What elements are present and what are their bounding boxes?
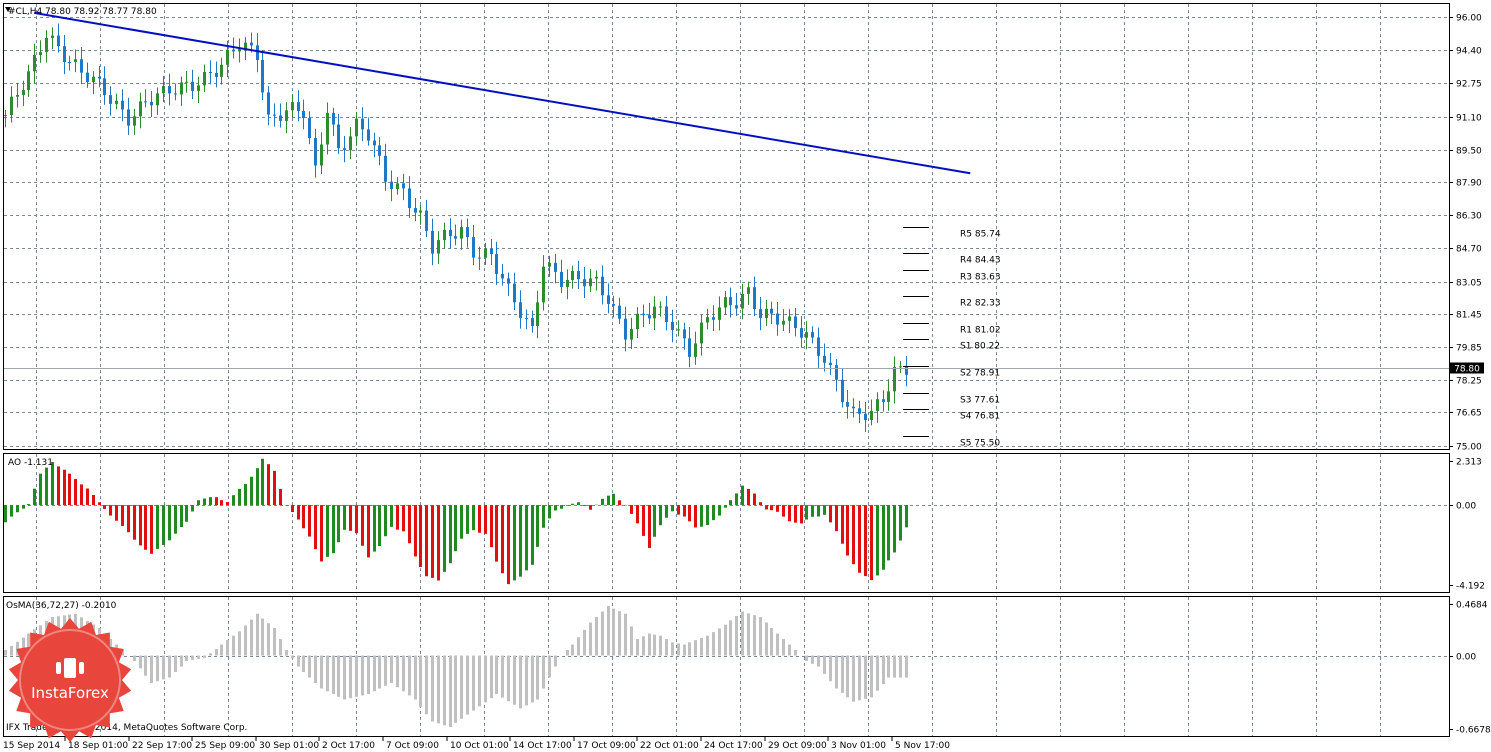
logo-emblem-icon [56,658,84,678]
osma-axis: 0.4684 0.00 -0.6678 [1449,601,1491,736]
osma-header: OsMA(36,72,27) -0.2010 [6,601,117,611]
time-tick-label: 25 Sep 09:00 [195,741,255,751]
time-tick-label: 7 Oct 09:00 [386,741,439,751]
price-tick-label: 79.85 [1456,344,1482,354]
candlesticks [4,23,908,432]
price-tick-label: 84.70 [1456,245,1482,255]
ao-axis: 2.313 0.00 -4.192 [1449,458,1485,592]
time-tick-label: 5 Nov 17:00 [895,741,950,751]
price-tick-label: 81.45 [1456,311,1482,321]
instaforex-logo: InstaForex [8,618,132,742]
time-tick-label: 29 Oct 09:00 [768,741,827,751]
time-tick-label: 24 Oct 17:00 [704,741,763,751]
price-tick-label: 89.50 [1456,147,1482,157]
ao-histogram [4,458,908,585]
ao-panel-frame [3,453,1450,593]
pivot-levels: R5 85.74 R4 84.43 R3 83.63 R2 82.33 R1 81.02… [903,227,1001,449]
pivot-label: S5 75.50 [960,439,1000,449]
logo-text: InstaForex [31,684,109,702]
trendline [34,11,971,175]
pivot-label: R2 82.33 [960,299,1001,309]
current-price-tag: 78.80 [1450,362,1484,375]
ao-tick-label: 2.313 [1456,458,1482,468]
logo-badge-icon [8,618,132,742]
time-tick-label: 22 Sep 17:00 [132,741,192,751]
osma-tick-label: 0.4684 [1456,601,1488,611]
price-panel-frame [3,3,1450,450]
time-tick-label: 17 Oct 09:00 [577,741,636,751]
time-tick-label: 10 Oct 01:00 [450,741,509,751]
pivot-label: S2 78.91 [960,369,1000,379]
osma-tick-label: -0.6678 [1456,726,1491,736]
main-header: #CL,H4 78.80 78.92 78.77 78.80 [8,7,157,17]
price-tick-label: 75.00 [1456,443,1482,453]
ao-tick-label: -4.192 [1456,582,1485,592]
price-tick-label: 78.25 [1456,377,1482,387]
osma-panel-frame [3,596,1450,737]
time-tick-label: 30 Sep 01:00 [259,741,319,751]
time-tick-label: 3 Nov 01:00 [831,741,886,751]
price-tick-label: 91.10 [1456,114,1482,124]
pivot-label: R3 83.63 [960,273,1001,283]
price-tick-label: 92.75 [1456,80,1482,90]
dropdown-triangle-icon [5,7,11,12]
price-tick-label: 87.90 [1456,179,1482,189]
time-tick-label: 22 Oct 01:00 [640,741,699,751]
pivot-label: R1 81.02 [960,326,1001,336]
time-tick-label: 2 Oct 17:00 [322,741,375,751]
current-price-box [1450,362,1484,374]
time-axis: 15 Sep 2014 18 Sep 01:00 22 Sep 17:00 25 Se… [3,737,950,751]
pivot-label: R4 84.43 [960,256,1001,266]
price-tick-label: 94.40 [1456,47,1482,57]
time-tick-label: 14 Oct 17:00 [513,741,572,751]
ao-tick-label: 0.00 [1456,502,1476,512]
time-tick-label: 18 Sep 01:00 [68,741,128,751]
price-tick-label: 96.00 [1456,14,1482,24]
pivot-label: R5 85.74 [960,230,1001,240]
copyright-text: IFX Trader, © 2001-2014, MetaQuotes Soft… [6,723,247,733]
price-tick-label: 76.65 [1456,409,1482,419]
time-tick-label: 15 Sep 2014 [3,741,60,751]
pivot-label: S4 76.81 [960,412,1000,422]
price-tick-label: 86.30 [1456,212,1482,222]
current-price-label: 78.80 [1454,365,1480,375]
ao-header: AO -1.131 [8,458,53,468]
osma-histogram [4,606,908,728]
osma-tick-label: 0.00 [1456,653,1476,663]
grid-lines [4,4,1449,736]
price-tick-label: 83.05 [1456,279,1482,289]
pivot-label: S3 77.61 [960,396,1000,406]
pivot-label: S1 80.22 [960,342,1000,352]
price-axis: 96.00 94.40 92.75 91.10 89.50 87.90 86.30 84.70… [1449,14,1482,453]
